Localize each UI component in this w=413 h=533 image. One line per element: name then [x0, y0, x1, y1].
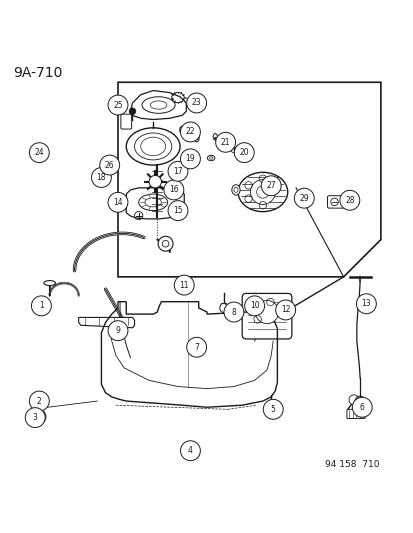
- Ellipse shape: [231, 185, 240, 195]
- Circle shape: [29, 391, 49, 411]
- Circle shape: [168, 200, 188, 221]
- Text: 7: 7: [194, 343, 199, 352]
- FancyBboxPatch shape: [346, 409, 364, 418]
- Text: 18: 18: [97, 173, 106, 182]
- Circle shape: [255, 301, 278, 324]
- Circle shape: [180, 149, 200, 169]
- Circle shape: [158, 236, 173, 251]
- Circle shape: [108, 95, 128, 115]
- Text: 3: 3: [33, 413, 38, 422]
- Text: 8: 8: [231, 308, 236, 317]
- Circle shape: [100, 155, 119, 175]
- Circle shape: [31, 409, 46, 424]
- Text: 15: 15: [173, 206, 183, 215]
- Text: 1: 1: [39, 301, 44, 310]
- Circle shape: [244, 296, 264, 316]
- Text: 23: 23: [191, 99, 201, 108]
- Text: 4: 4: [188, 446, 192, 455]
- Circle shape: [108, 321, 128, 341]
- Text: 11: 11: [179, 281, 188, 289]
- Text: 21: 21: [221, 138, 230, 147]
- Circle shape: [330, 198, 337, 206]
- Circle shape: [164, 180, 183, 200]
- Polygon shape: [118, 82, 380, 277]
- Ellipse shape: [237, 172, 287, 212]
- Circle shape: [186, 93, 206, 113]
- Text: 9A-710: 9A-710: [13, 66, 62, 80]
- Circle shape: [174, 275, 194, 295]
- Text: 17: 17: [173, 167, 183, 176]
- Circle shape: [149, 175, 161, 188]
- Text: 10: 10: [249, 301, 259, 310]
- Text: 22: 22: [185, 127, 195, 136]
- Text: 28: 28: [344, 196, 354, 205]
- Text: 9: 9: [115, 326, 120, 335]
- Circle shape: [234, 143, 254, 163]
- Ellipse shape: [219, 303, 227, 312]
- Ellipse shape: [296, 193, 307, 203]
- Circle shape: [25, 408, 45, 427]
- Circle shape: [29, 143, 49, 163]
- Circle shape: [275, 300, 295, 320]
- Text: 20: 20: [239, 148, 249, 157]
- Text: 14: 14: [113, 198, 123, 207]
- Circle shape: [215, 132, 235, 152]
- Circle shape: [180, 122, 200, 142]
- Text: 94 158  710: 94 158 710: [324, 460, 378, 469]
- Circle shape: [263, 399, 282, 419]
- Circle shape: [108, 192, 128, 212]
- Circle shape: [91, 167, 111, 188]
- Circle shape: [223, 302, 243, 322]
- Circle shape: [250, 180, 275, 204]
- Circle shape: [356, 294, 375, 314]
- Text: 26: 26: [104, 160, 114, 169]
- Circle shape: [339, 190, 359, 210]
- Circle shape: [348, 395, 358, 405]
- Circle shape: [180, 441, 200, 461]
- Text: 6: 6: [359, 403, 364, 412]
- Text: 29: 29: [299, 193, 309, 203]
- Text: 27: 27: [266, 181, 275, 190]
- Circle shape: [186, 337, 206, 357]
- Circle shape: [266, 407, 275, 416]
- Circle shape: [31, 296, 51, 316]
- Circle shape: [351, 397, 371, 417]
- Text: 2: 2: [37, 397, 42, 406]
- Circle shape: [294, 188, 313, 208]
- Circle shape: [261, 176, 280, 196]
- Text: 25: 25: [113, 101, 123, 110]
- Text: 24: 24: [34, 148, 44, 157]
- Text: 12: 12: [280, 305, 290, 314]
- Circle shape: [168, 161, 188, 181]
- Ellipse shape: [44, 280, 55, 286]
- Text: 13: 13: [361, 299, 370, 308]
- FancyBboxPatch shape: [242, 293, 291, 339]
- Ellipse shape: [37, 398, 46, 405]
- Circle shape: [129, 108, 135, 115]
- Polygon shape: [78, 318, 134, 328]
- Text: 5: 5: [270, 405, 275, 414]
- Text: 16: 16: [169, 185, 178, 195]
- Text: 19: 19: [185, 155, 195, 163]
- FancyBboxPatch shape: [327, 196, 353, 208]
